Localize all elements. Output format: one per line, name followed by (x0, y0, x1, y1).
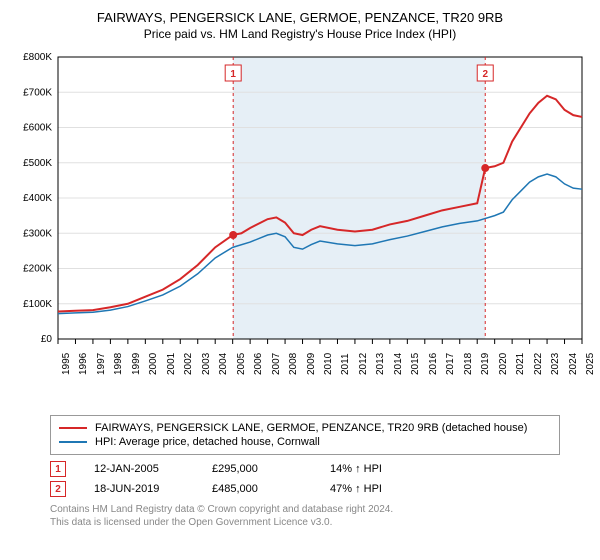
svg-text:£0: £0 (41, 334, 53, 345)
svg-text:£800K: £800K (23, 52, 52, 63)
sale-vs-hpi: 47% ↑ HPI (330, 483, 420, 495)
xtick-label: 2009 (306, 353, 317, 375)
legend-swatch (59, 441, 87, 443)
xtick-label: 2016 (428, 353, 439, 375)
xtick-label: 2015 (410, 353, 421, 375)
xtick-label: 1999 (131, 353, 142, 375)
svg-text:1: 1 (230, 69, 236, 80)
page-title: FAIRWAYS, PENGERSICK LANE, GERMOE, PENZA… (10, 10, 590, 25)
xtick-label: 2025 (585, 353, 596, 375)
sales-list: 1 12-JAN-2005 £295,000 14% ↑ HPI 2 18-JU… (50, 461, 590, 497)
xtick-label: 1997 (96, 353, 107, 375)
footer-attribution: Contains HM Land Registry data © Crown c… (50, 503, 590, 529)
xtick-label: 2006 (253, 353, 264, 375)
legend-label: HPI: Average price, detached house, Corn… (95, 436, 320, 448)
xtick-label: 2021 (515, 353, 526, 375)
xtick-label: 2007 (271, 353, 282, 375)
xtick-label: 1996 (78, 353, 89, 375)
xtick-label: 2011 (340, 353, 351, 375)
xtick-label: 2024 (568, 353, 579, 375)
sale-date: 12-JAN-2005 (94, 463, 184, 475)
xtick-label: 2017 (445, 353, 456, 375)
page-subtitle: Price paid vs. HM Land Registry's House … (10, 27, 590, 41)
xtick-label: 1995 (61, 353, 72, 375)
xtick-label: 2013 (375, 353, 386, 375)
legend-swatch (59, 427, 87, 429)
legend-item: HPI: Average price, detached house, Corn… (59, 436, 551, 448)
xtick-label: 2019 (480, 353, 491, 375)
sale-price: £295,000 (212, 463, 302, 475)
svg-text:£700K: £700K (23, 87, 52, 98)
legend-label: FAIRWAYS, PENGERSICK LANE, GERMOE, PENZA… (95, 422, 527, 434)
xtick-label: 2020 (498, 353, 509, 375)
svg-text:£400K: £400K (23, 193, 52, 204)
svg-text:£500K: £500K (23, 158, 52, 169)
sale-date: 18-JUN-2019 (94, 483, 184, 495)
xtick-label: 2002 (183, 353, 194, 375)
xtick-label: 2003 (201, 353, 212, 375)
chart-container: £0 £100K £200K £300K £400K £500K £600K £700K £80… (10, 49, 590, 409)
footer-line: Contains HM Land Registry data © Crown c… (50, 503, 590, 516)
sale-marker-icon: 1 (50, 461, 66, 477)
sale-row: 1 12-JAN-2005 £295,000 14% ↑ HPI (50, 461, 590, 477)
xtick-label: 2001 (166, 353, 177, 375)
sale-marker-icon: 2 (50, 481, 66, 497)
svg-text:2: 2 (482, 69, 488, 80)
xtick-label: 2022 (533, 353, 544, 375)
sale-vs-hpi: 14% ↑ HPI (330, 463, 420, 475)
xtick-label: 2008 (288, 353, 299, 375)
xtick-label: 2012 (358, 353, 369, 375)
xtick-label: 2010 (323, 353, 334, 375)
footer-line: This data is licensed under the Open Gov… (50, 516, 590, 529)
sale-row: 2 18-JUN-2019 £485,000 47% ↑ HPI (50, 481, 590, 497)
legend: FAIRWAYS, PENGERSICK LANE, GERMOE, PENZA… (50, 415, 560, 455)
svg-text:£100K: £100K (23, 299, 52, 310)
xtick-label: 2004 (218, 353, 229, 375)
svg-text:£200K: £200K (23, 264, 52, 275)
xtick-label: 2000 (148, 353, 159, 375)
svg-text:£600K: £600K (23, 123, 52, 134)
xtick-label: 1998 (113, 353, 124, 375)
svg-text:£300K: £300K (23, 228, 52, 239)
xtick-label: 2005 (236, 353, 247, 375)
xtick-label: 2023 (550, 353, 561, 375)
xtick-label: 2014 (393, 353, 404, 375)
xtick-label: 2018 (463, 353, 474, 375)
price-chart: £0 £100K £200K £300K £400K £500K £600K £700K £80… (10, 49, 590, 379)
legend-item: FAIRWAYS, PENGERSICK LANE, GERMOE, PENZA… (59, 422, 551, 434)
sale-price: £485,000 (212, 483, 302, 495)
